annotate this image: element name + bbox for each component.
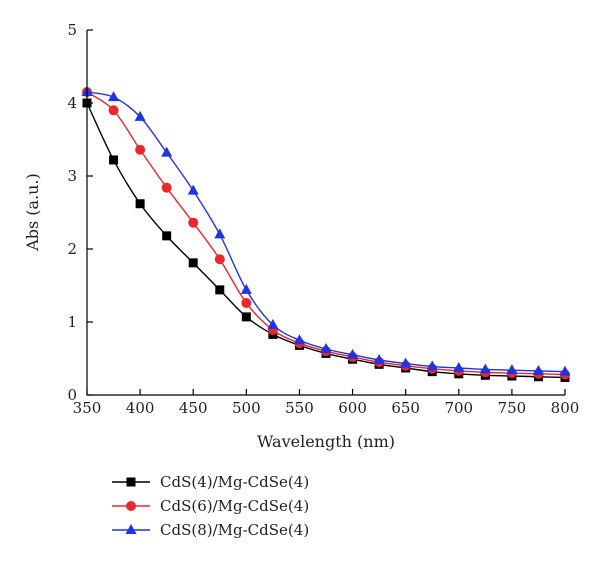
legend-marker-triangle	[125, 524, 137, 534]
data-point-triangle	[400, 357, 412, 368]
y-axis-ticks: 0 1 2 3 4 5	[67, 21, 93, 404]
x-axis-title: Wavelength (nm)	[257, 432, 395, 451]
x-tick-label: 450	[179, 399, 208, 417]
data-point-square	[135, 199, 145, 209]
plot-area: 350 400 450 500 550 600 650 700 750 800 0 1 2 3 4 5	[67, 21, 579, 417]
series-line-1	[86, 102, 566, 379]
data-point-triangle	[134, 110, 146, 121]
data-point-circle	[241, 298, 252, 309]
legend-marker-square	[126, 477, 136, 487]
x-axis-ticks: 350 400 450 500 550 600 650 700 750 800	[73, 389, 580, 417]
data-point-triangle	[347, 348, 359, 359]
data-point-square	[188, 258, 198, 268]
y-tick-label: 4	[67, 94, 77, 112]
data-point-triangle	[373, 353, 385, 364]
plot-frame	[86, 30, 565, 396]
data-point-square	[241, 312, 251, 322]
y-tick-label: 2	[67, 240, 77, 258]
legend: CdS(4)/Mg-CdSe(4) CdS(6)/Mg-CdSe(4) CdS(8)…	[112, 473, 309, 539]
x-tick-label: 700	[444, 399, 473, 417]
data-point-triangle	[293, 334, 305, 345]
x-tick-label: 550	[285, 399, 314, 417]
y-tick-label: 3	[67, 167, 77, 185]
y-tick-label: 5	[67, 21, 77, 39]
data-point-triangle	[161, 146, 173, 157]
data-point-triangle	[479, 363, 491, 374]
x-tick-label: 800	[551, 399, 580, 417]
data-point-square	[162, 231, 172, 241]
data-point-circle	[108, 105, 119, 116]
series-layer	[81, 86, 571, 382]
y-axis-title: Abs (a.u.)	[23, 173, 42, 252]
y-tick-label: 0	[67, 386, 77, 404]
legend-label: CdS(8)/Mg-CdSe(4)	[160, 521, 309, 539]
data-point-square	[215, 285, 225, 295]
data-point-circle	[135, 144, 146, 155]
data-point-triangle	[240, 283, 252, 294]
data-point-triangle	[187, 184, 199, 195]
data-point-triangle	[214, 228, 226, 239]
x-tick-label: 500	[232, 399, 261, 417]
data-point-triangle	[320, 343, 332, 354]
x-tick-label: 650	[391, 399, 420, 417]
data-point-triangle	[108, 91, 120, 102]
data-point-circle	[161, 182, 172, 193]
data-point-circle	[214, 254, 225, 265]
legend-label: CdS(6)/Mg-CdSe(4)	[160, 497, 309, 515]
data-point-circle	[188, 217, 199, 228]
data-point-square	[109, 155, 119, 165]
y-tick-label: 1	[67, 313, 77, 331]
data-point-triangle	[267, 318, 279, 329]
x-tick-label: 750	[498, 399, 527, 417]
series-line-3	[86, 91, 566, 373]
x-tick-label: 400	[126, 399, 155, 417]
x-tick-label: 350	[73, 399, 102, 417]
legend-label: CdS(4)/Mg-CdSe(4)	[160, 473, 309, 491]
data-point-triangle	[426, 360, 438, 371]
data-point-triangle	[453, 361, 465, 372]
data-point-triangle	[532, 364, 544, 375]
data-point-triangle	[506, 364, 518, 375]
data-point-triangle	[559, 365, 571, 376]
legend-marker-circle	[126, 501, 136, 511]
x-tick-label: 600	[338, 399, 367, 417]
series-line-2	[86, 91, 566, 376]
